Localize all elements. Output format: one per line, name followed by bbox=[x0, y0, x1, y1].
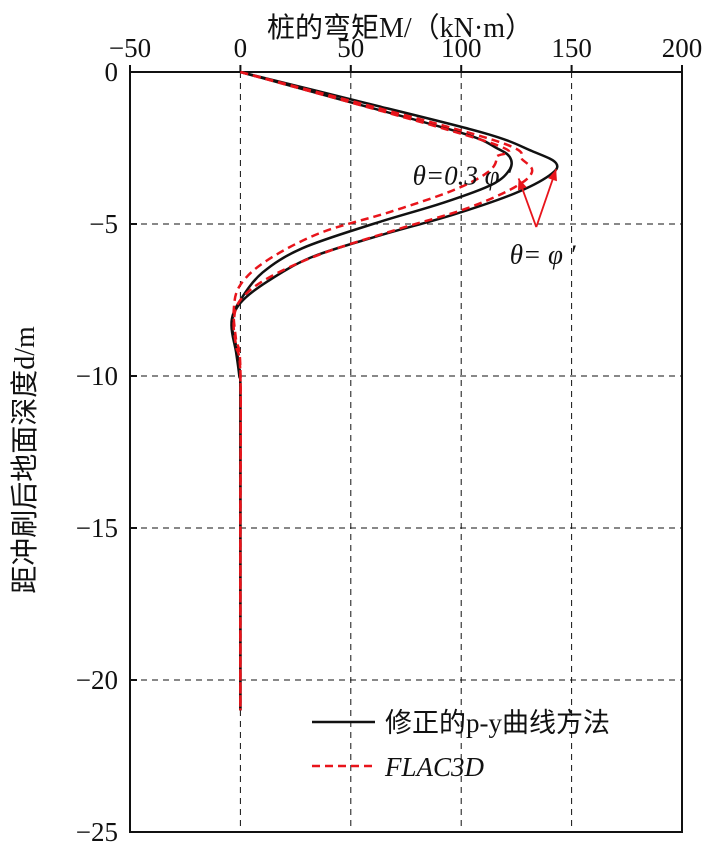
legend-label-flac: FLAC3D bbox=[384, 752, 485, 782]
x-tick-label: 0 bbox=[234, 33, 248, 63]
grid-lines bbox=[130, 72, 682, 832]
y-tick-label: −10 bbox=[76, 361, 118, 391]
x-tick-label: 200 bbox=[662, 33, 703, 63]
plot-frame bbox=[129, 71, 683, 833]
legend-label-pycurve: 修正的p-y曲线方法 bbox=[385, 708, 610, 738]
x-tick-label: 50 bbox=[337, 33, 364, 63]
series-line-flac-theta-03phi bbox=[232, 70, 511, 711]
series-curves bbox=[230, 70, 559, 711]
y-axis-title: 距冲刷后地面深度d/m bbox=[9, 326, 41, 594]
y-tick-label: −5 bbox=[89, 209, 118, 239]
y-tick-label: −25 bbox=[76, 817, 118, 847]
series-line-flac-theta-phi bbox=[232, 70, 534, 711]
annotation-arrowhead bbox=[517, 178, 527, 191]
legend: 修正的p-y曲线方法 FLAC3D bbox=[312, 708, 610, 782]
y-tick-label: 0 bbox=[105, 57, 119, 87]
annotation-label: θ=0.3 φ ′ bbox=[413, 160, 514, 190]
x-axis-title: 桩的弯矩M/（kN·m） bbox=[267, 12, 533, 44]
x-tick-label: 100 bbox=[441, 33, 482, 63]
y-tick-label: −15 bbox=[76, 513, 118, 543]
x-tick-label: −50 bbox=[109, 33, 151, 63]
annotation-label: θ= φ ′ bbox=[510, 239, 577, 269]
annotations: θ=0.3 φ ′ θ= φ ′ bbox=[413, 160, 577, 269]
annotation-arrowhead bbox=[548, 169, 557, 182]
y-tick-label: −20 bbox=[76, 665, 118, 695]
x-tick-label: 150 bbox=[551, 33, 592, 63]
